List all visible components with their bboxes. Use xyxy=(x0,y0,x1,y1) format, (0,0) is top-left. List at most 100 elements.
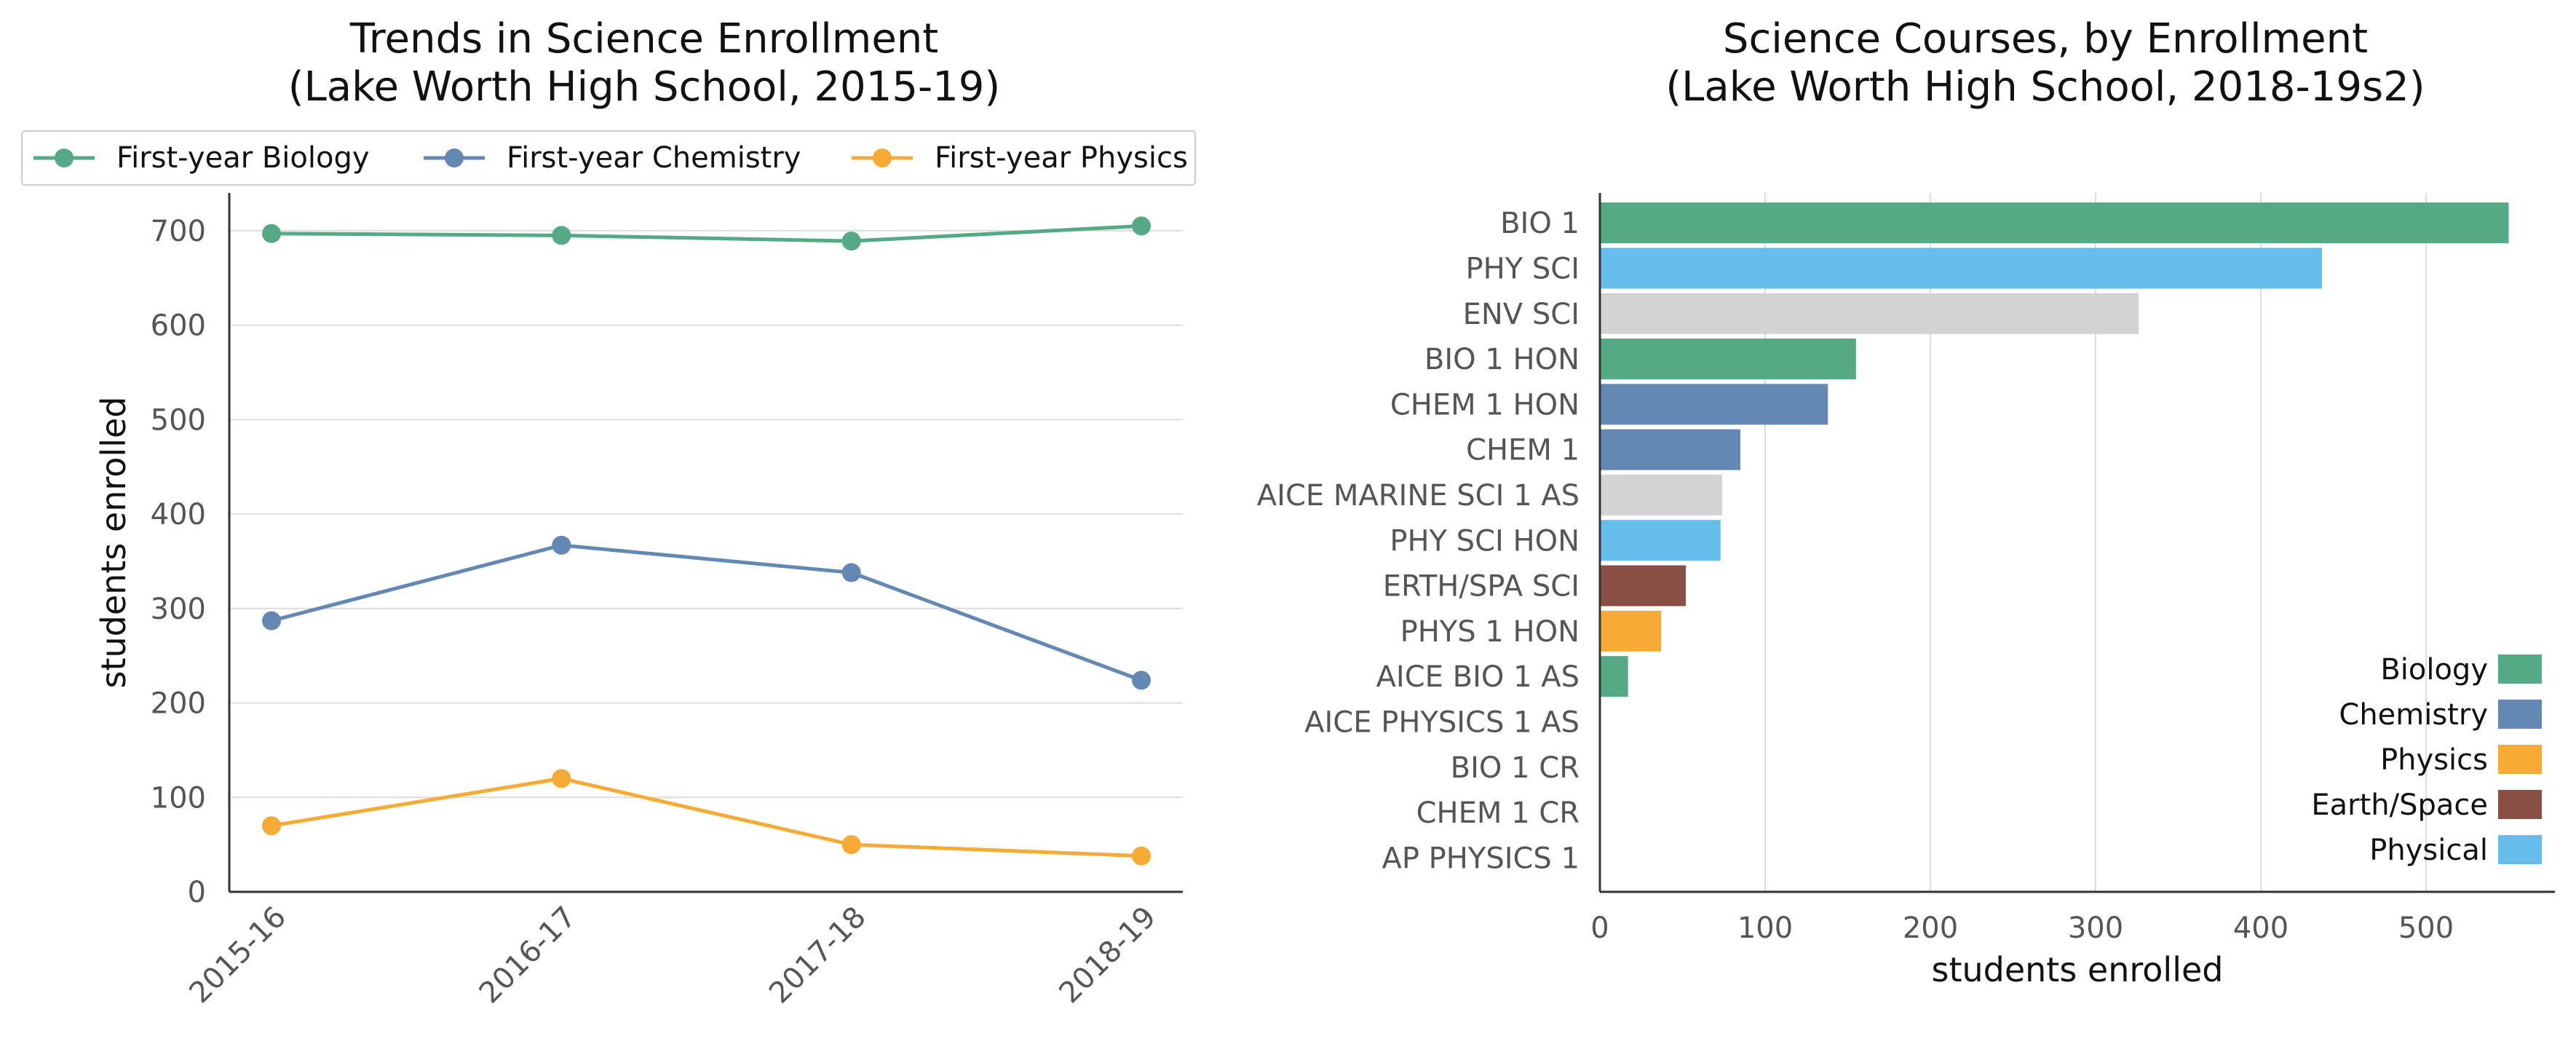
data-point xyxy=(552,535,571,555)
category-label: AICE BIO 1 AS xyxy=(1376,660,1580,694)
legend-label-chemistry: First-year Chemistry xyxy=(507,141,801,175)
category-label: CHEM 1 CR xyxy=(1416,796,1580,830)
legend-label: Physical xyxy=(2369,834,2488,867)
right-legend: Biology Chemistry Physics Earth/Space Physic… xyxy=(2311,653,2542,867)
data-point xyxy=(841,232,861,251)
left-series-lines xyxy=(262,216,1151,866)
legend-swatch xyxy=(2498,654,2542,684)
data-point xyxy=(262,224,281,243)
category-label: BIO 1 CR xyxy=(1451,751,1580,785)
legend-swatch xyxy=(2498,700,2542,729)
legend-label: Earth/Space xyxy=(2311,788,2488,822)
legend-swatch xyxy=(2498,790,2542,819)
data-point xyxy=(1132,671,1151,690)
right-x-tick-label: 100 xyxy=(1737,911,1793,945)
legend-label: Physics xyxy=(2380,743,2488,777)
legend-swatch xyxy=(2498,745,2542,774)
legend-frame xyxy=(21,130,1196,186)
legend-label: Biology xyxy=(2380,653,2488,687)
legend-marker-chemistry xyxy=(445,149,464,167)
series-line xyxy=(271,224,1142,243)
left-y-tick-label: 500 xyxy=(151,403,206,437)
left-y-tick-label: 700 xyxy=(151,215,206,248)
data-point xyxy=(552,769,571,788)
data-point xyxy=(262,816,281,836)
series-line xyxy=(271,543,1142,682)
left-y-tick-label: 300 xyxy=(151,593,206,626)
right-bars xyxy=(1600,202,2509,697)
left-y-axis-label: students enrolled xyxy=(94,397,133,689)
right-chart-title: Science Courses, by Enrollment xyxy=(1723,15,2368,63)
category-label: BIO 1 HON xyxy=(1424,343,1580,376)
data-point xyxy=(841,563,861,582)
left-y-tick-label: 0 xyxy=(188,876,206,909)
legend-marker-physics xyxy=(873,149,892,167)
series-first-year-biology xyxy=(262,216,1151,251)
data-point xyxy=(262,611,281,630)
legend-entry-physics: Physics xyxy=(2380,743,2542,777)
bar-chem-1-hon xyxy=(1600,384,1828,425)
left-x-tick-label: 2016-17 xyxy=(473,901,583,1011)
left-x-tick-labels: 2015-16 2016-17 2017-18 2018-19 xyxy=(183,901,1162,1011)
category-label: AICE PHYSICS 1 AS xyxy=(1304,705,1580,739)
left-legend: First-year Biology First-year Chemistry … xyxy=(21,130,1196,186)
left-y-tick-label: 600 xyxy=(151,309,206,343)
bar-aice-bio-1-as xyxy=(1600,656,1628,697)
data-point xyxy=(1132,216,1151,236)
category-label: CHEM 1 xyxy=(1466,434,1580,467)
right-x-tick-label: 200 xyxy=(1903,911,1958,945)
series-first-year-chemistry xyxy=(262,535,1151,690)
category-label: ENV SCI xyxy=(1463,298,1580,331)
left-y-tick-label: 100 xyxy=(151,781,206,815)
category-label: ERTH/SPA SCI xyxy=(1383,570,1580,604)
bar-phy-sci-hon xyxy=(1600,520,1721,561)
category-label: AP PHYSICS 1 xyxy=(1382,842,1580,875)
bar-phy-sci xyxy=(1600,248,2322,289)
right-chart: Science Courses, by Enrollment (Lake Wor… xyxy=(1257,15,2555,989)
category-label: PHY SCI HON xyxy=(1390,524,1580,558)
left-y-tick-label: 400 xyxy=(151,498,206,531)
right-x-tick-labels: 0 100 200 300 400 500 xyxy=(1590,911,2454,945)
right-x-tick-label: 400 xyxy=(2233,911,2288,945)
legend-entry-physical: Physical xyxy=(2369,834,2542,867)
legend-entry-chemistry: Chemistry xyxy=(2339,698,2542,732)
category-label: CHEM 1 HON xyxy=(1390,388,1580,422)
data-point xyxy=(552,226,571,245)
category-label: AICE MARINE SCI 1 AS xyxy=(1257,479,1580,513)
legend-swatch xyxy=(2498,835,2542,864)
right-x-axis-label: students enrolled xyxy=(1932,950,2224,989)
left-x-tick-label: 2017-18 xyxy=(763,901,873,1011)
bar-chem-1 xyxy=(1600,429,1740,470)
left-chart-subtitle: (Lake Worth High School, 2015-19) xyxy=(288,63,1001,111)
legend-entry-biology: First-year Biology xyxy=(33,141,370,175)
left-gridlines xyxy=(229,229,1183,799)
left-x-tick-label: 2018-19 xyxy=(1053,901,1162,1011)
legend-entry-physics: First-year Physics xyxy=(852,141,1188,175)
series-line xyxy=(271,776,1142,858)
bar-aice-marine-sci-1-as xyxy=(1600,474,1722,515)
series-first-year-physics xyxy=(262,769,1151,866)
left-y-tick-labels: 0 100 200 300 400 500 600 700 xyxy=(151,215,206,909)
legend-marker-biology xyxy=(55,149,74,167)
category-label: BIO 1 xyxy=(1500,207,1580,240)
legend-label-physics: First-year Physics xyxy=(935,141,1188,175)
left-chart-title: Trends in Science Enrollment xyxy=(349,15,938,63)
legend-label: Chemistry xyxy=(2339,698,2488,732)
category-label: PHY SCI xyxy=(1466,252,1580,285)
legend-entry-chemistry: First-year Chemistry xyxy=(424,141,801,175)
legend-entry-earth-space: Earth/Space xyxy=(2311,788,2542,822)
category-label: PHYS 1 HON xyxy=(1400,615,1580,649)
bar-erth-spa-sci xyxy=(1600,565,1687,606)
right-category-labels: BIO 1 PHY SCI ENV SCI BIO 1 HON CHEM 1 HON CH… xyxy=(1257,207,1580,875)
bar-phys-1-hon xyxy=(1600,610,1661,652)
right-x-tick-label: 300 xyxy=(2068,911,2123,945)
data-point xyxy=(1132,846,1151,866)
legend-label-biology: First-year Biology xyxy=(116,141,370,175)
left-chart: Trends in Science Enrollment (Lake Worth… xyxy=(21,15,1196,1011)
legend-entry-biology: Biology xyxy=(2380,653,2542,687)
right-chart-subtitle: (Lake Worth High School, 2018-19s2) xyxy=(1665,63,2425,111)
right-x-tick-label: 500 xyxy=(2398,911,2454,945)
data-point xyxy=(841,835,861,855)
bar-bio-1-hon xyxy=(1600,339,1856,380)
left-y-tick-label: 200 xyxy=(151,687,206,721)
